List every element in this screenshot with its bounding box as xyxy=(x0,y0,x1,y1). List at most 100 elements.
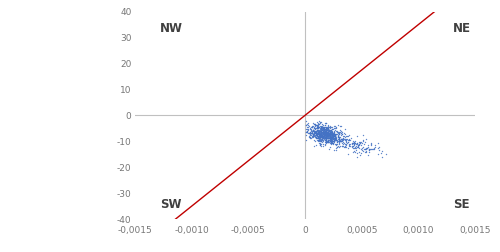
Point xyxy=(316,132,324,136)
Point xyxy=(344,140,351,144)
Point xyxy=(322,130,330,134)
Point xyxy=(334,133,342,137)
Point xyxy=(342,143,350,147)
Point xyxy=(324,129,332,133)
Point xyxy=(338,137,346,141)
Point xyxy=(308,132,316,136)
Point xyxy=(312,136,320,140)
Point xyxy=(334,137,342,141)
Point xyxy=(312,130,320,134)
Point xyxy=(320,133,328,137)
Point xyxy=(320,133,328,137)
Point xyxy=(323,134,331,138)
Point xyxy=(303,130,311,134)
Point xyxy=(312,125,320,130)
Point xyxy=(317,144,325,148)
Point xyxy=(302,119,310,123)
Point xyxy=(312,135,320,139)
Point xyxy=(307,129,315,133)
Point xyxy=(334,135,342,139)
Point xyxy=(318,125,326,130)
Point xyxy=(336,140,344,144)
Point xyxy=(357,143,365,147)
Point xyxy=(382,152,390,156)
Point xyxy=(327,138,335,142)
Point xyxy=(330,133,338,137)
Point xyxy=(329,138,337,142)
Point xyxy=(326,131,334,135)
Point xyxy=(320,133,328,137)
Point xyxy=(314,124,322,129)
Point xyxy=(317,127,325,131)
Point xyxy=(333,140,341,144)
Point xyxy=(326,129,334,133)
Point xyxy=(322,129,330,133)
Point xyxy=(324,137,332,141)
Point xyxy=(324,124,332,128)
Point xyxy=(318,127,326,131)
Point xyxy=(321,133,329,137)
Point xyxy=(332,139,340,143)
Point xyxy=(312,124,320,128)
Point xyxy=(326,140,334,144)
Point xyxy=(310,125,318,129)
Point xyxy=(347,137,355,141)
Point xyxy=(319,127,327,131)
Point xyxy=(308,133,316,137)
Point xyxy=(318,133,326,137)
Point xyxy=(330,131,338,135)
Point xyxy=(318,128,326,132)
Point xyxy=(318,134,326,138)
Point xyxy=(346,143,354,147)
Point xyxy=(323,131,331,135)
Point xyxy=(326,134,334,138)
Point xyxy=(333,133,341,137)
Point xyxy=(327,132,335,136)
Point xyxy=(329,137,337,141)
Point xyxy=(335,138,343,142)
Point xyxy=(326,131,334,135)
Point xyxy=(330,148,338,152)
Point xyxy=(334,135,342,139)
Point xyxy=(306,133,314,137)
Point xyxy=(327,130,335,134)
Text: 0,0010: 0,0010 xyxy=(402,226,434,234)
Point xyxy=(310,130,318,134)
Point xyxy=(358,141,366,145)
Point xyxy=(324,127,332,131)
Point xyxy=(324,133,332,137)
Point xyxy=(364,153,372,157)
Point xyxy=(308,130,316,134)
Point xyxy=(321,143,329,147)
Point xyxy=(338,140,345,144)
Point xyxy=(325,139,333,143)
Point xyxy=(340,138,348,142)
Point xyxy=(333,145,341,149)
Point xyxy=(318,135,326,139)
Point xyxy=(356,153,364,157)
Point xyxy=(322,121,330,125)
Point xyxy=(310,131,318,135)
Point xyxy=(314,130,322,134)
Point xyxy=(314,125,322,129)
Point xyxy=(310,127,318,131)
Point xyxy=(326,140,334,144)
Point xyxy=(358,148,366,152)
Point xyxy=(330,130,338,134)
Point xyxy=(329,133,337,137)
Point xyxy=(315,137,323,141)
Point xyxy=(329,136,337,140)
Point xyxy=(344,152,351,156)
Point xyxy=(302,139,310,143)
Point xyxy=(324,135,332,139)
Point xyxy=(308,128,316,132)
Point xyxy=(318,133,326,137)
Point xyxy=(312,134,320,138)
Point xyxy=(322,136,330,140)
Point xyxy=(319,135,327,139)
Point xyxy=(313,134,321,138)
Point xyxy=(309,132,317,136)
Point xyxy=(324,136,332,140)
Point xyxy=(322,125,330,129)
Point xyxy=(318,127,326,131)
